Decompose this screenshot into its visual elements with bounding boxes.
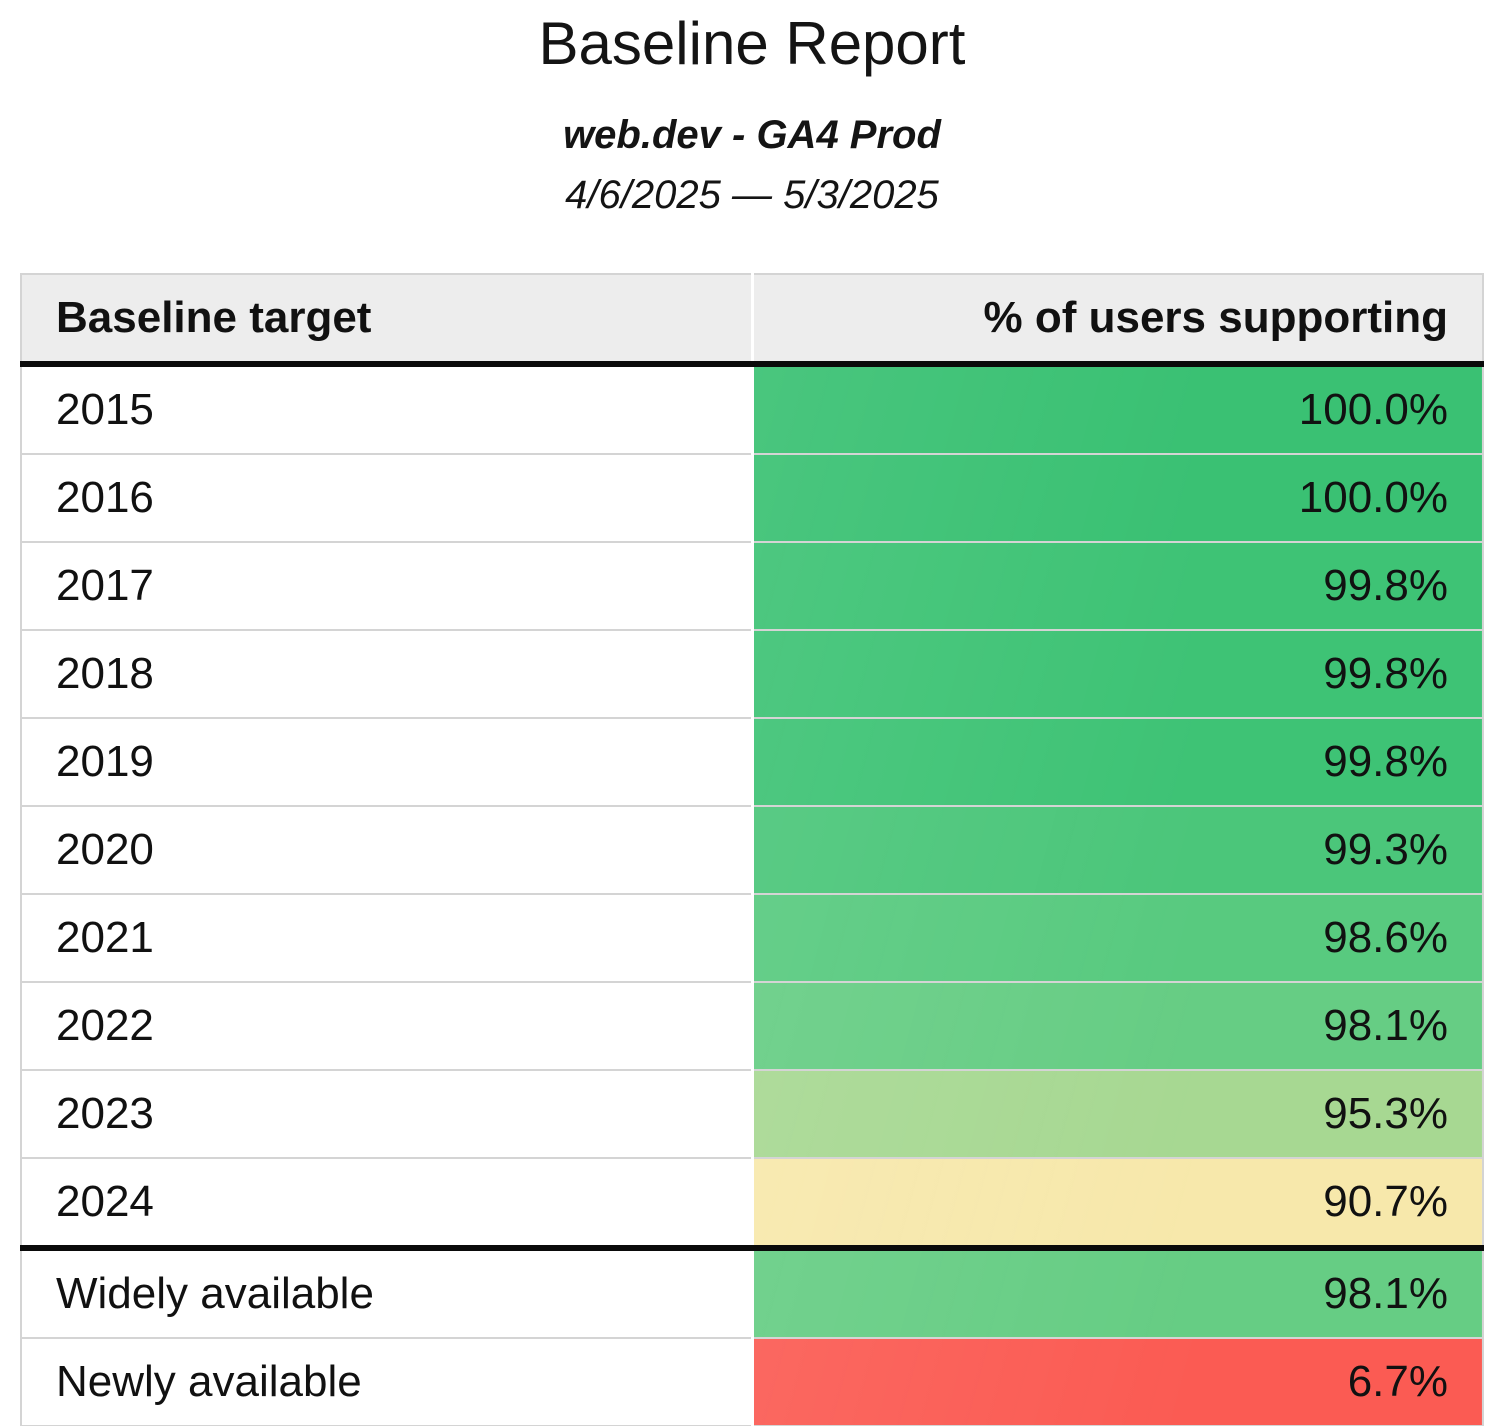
- baseline-target-cell: 2015: [21, 363, 752, 454]
- baseline-target-cell: 2023: [21, 1069, 752, 1158]
- report-subtitle: web.dev - GA4 Prod: [563, 113, 941, 157]
- table-row-2017: 2017 99.8%: [21, 541, 1483, 630]
- baseline-target-cell: Widely available: [21, 1247, 752, 1338]
- percent-supporting-cell: 98.6%: [750, 893, 1483, 982]
- table-row-2015: 2015 100.0%: [21, 363, 1483, 454]
- percent-supporting-cell: 98.1%: [750, 1247, 1483, 1338]
- report-date-range: 4/6/2025 — 5/3/2025: [565, 173, 939, 217]
- percent-supporting-cell: 90.7%: [750, 1157, 1483, 1251]
- baseline-target-cell: Newly available: [21, 1337, 752, 1426]
- table-row-2020: 2020 99.3%: [21, 805, 1483, 894]
- baseline-table: Baseline target % of users supporting 20…: [20, 273, 1484, 1426]
- percent-supporting-cell: 99.8%: [750, 629, 1483, 718]
- column-header-baseline-target: Baseline target: [21, 273, 752, 367]
- table-row-2022: 2022 98.1%: [21, 981, 1483, 1070]
- baseline-target-cell: 2021: [21, 893, 752, 982]
- column-header-percent-supporting: % of users supporting: [750, 273, 1483, 367]
- percent-supporting-cell: 6.7%: [750, 1337, 1483, 1426]
- table-row-newly-available: Newly available 6.7%: [21, 1337, 1483, 1426]
- header-row: Baseline target % of users supporting: [21, 273, 1483, 367]
- table-row-2021: 2021 98.6%: [21, 893, 1483, 982]
- baseline-target-cell: 2024: [21, 1157, 752, 1251]
- percent-supporting-cell: 99.8%: [750, 717, 1483, 806]
- baseline-target-cell: 2020: [21, 805, 752, 894]
- percent-supporting-cell: 98.1%: [750, 981, 1483, 1070]
- baseline-table-body: 2015 100.0% 2016 100.0% 2017 99.8% 2018 …: [21, 363, 1483, 1426]
- percent-supporting-cell: 100.0%: [750, 363, 1483, 454]
- baseline-target-cell: 2018: [21, 629, 752, 718]
- report-meta: web.dev - GA4 Prod 4/6/2025 — 5/3/2025: [0, 105, 1504, 225]
- table-row-2018: 2018 99.8%: [21, 629, 1483, 718]
- table-row-2024: 2024 90.7%: [21, 1157, 1483, 1251]
- percent-supporting-cell: 100.0%: [750, 453, 1483, 542]
- baseline-target-cell: 2022: [21, 981, 752, 1070]
- table-row-2019: 2019 99.8%: [21, 717, 1483, 806]
- page-title: Baseline Report: [538, 10, 966, 77]
- table-row-2023: 2023 95.3%: [21, 1069, 1483, 1158]
- table-row-widely-available: Widely available 98.1%: [21, 1247, 1483, 1338]
- baseline-table-header: Baseline target % of users supporting: [21, 273, 1483, 367]
- percent-supporting-cell: 95.3%: [750, 1069, 1483, 1158]
- baseline-target-cell: 2017: [21, 541, 752, 630]
- baseline-target-cell: 2019: [21, 717, 752, 806]
- baseline-target-cell: 2016: [21, 453, 752, 542]
- percent-supporting-cell: 99.8%: [750, 541, 1483, 630]
- percent-supporting-cell: 99.3%: [750, 805, 1483, 894]
- table-row-2016: 2016 100.0%: [21, 453, 1483, 542]
